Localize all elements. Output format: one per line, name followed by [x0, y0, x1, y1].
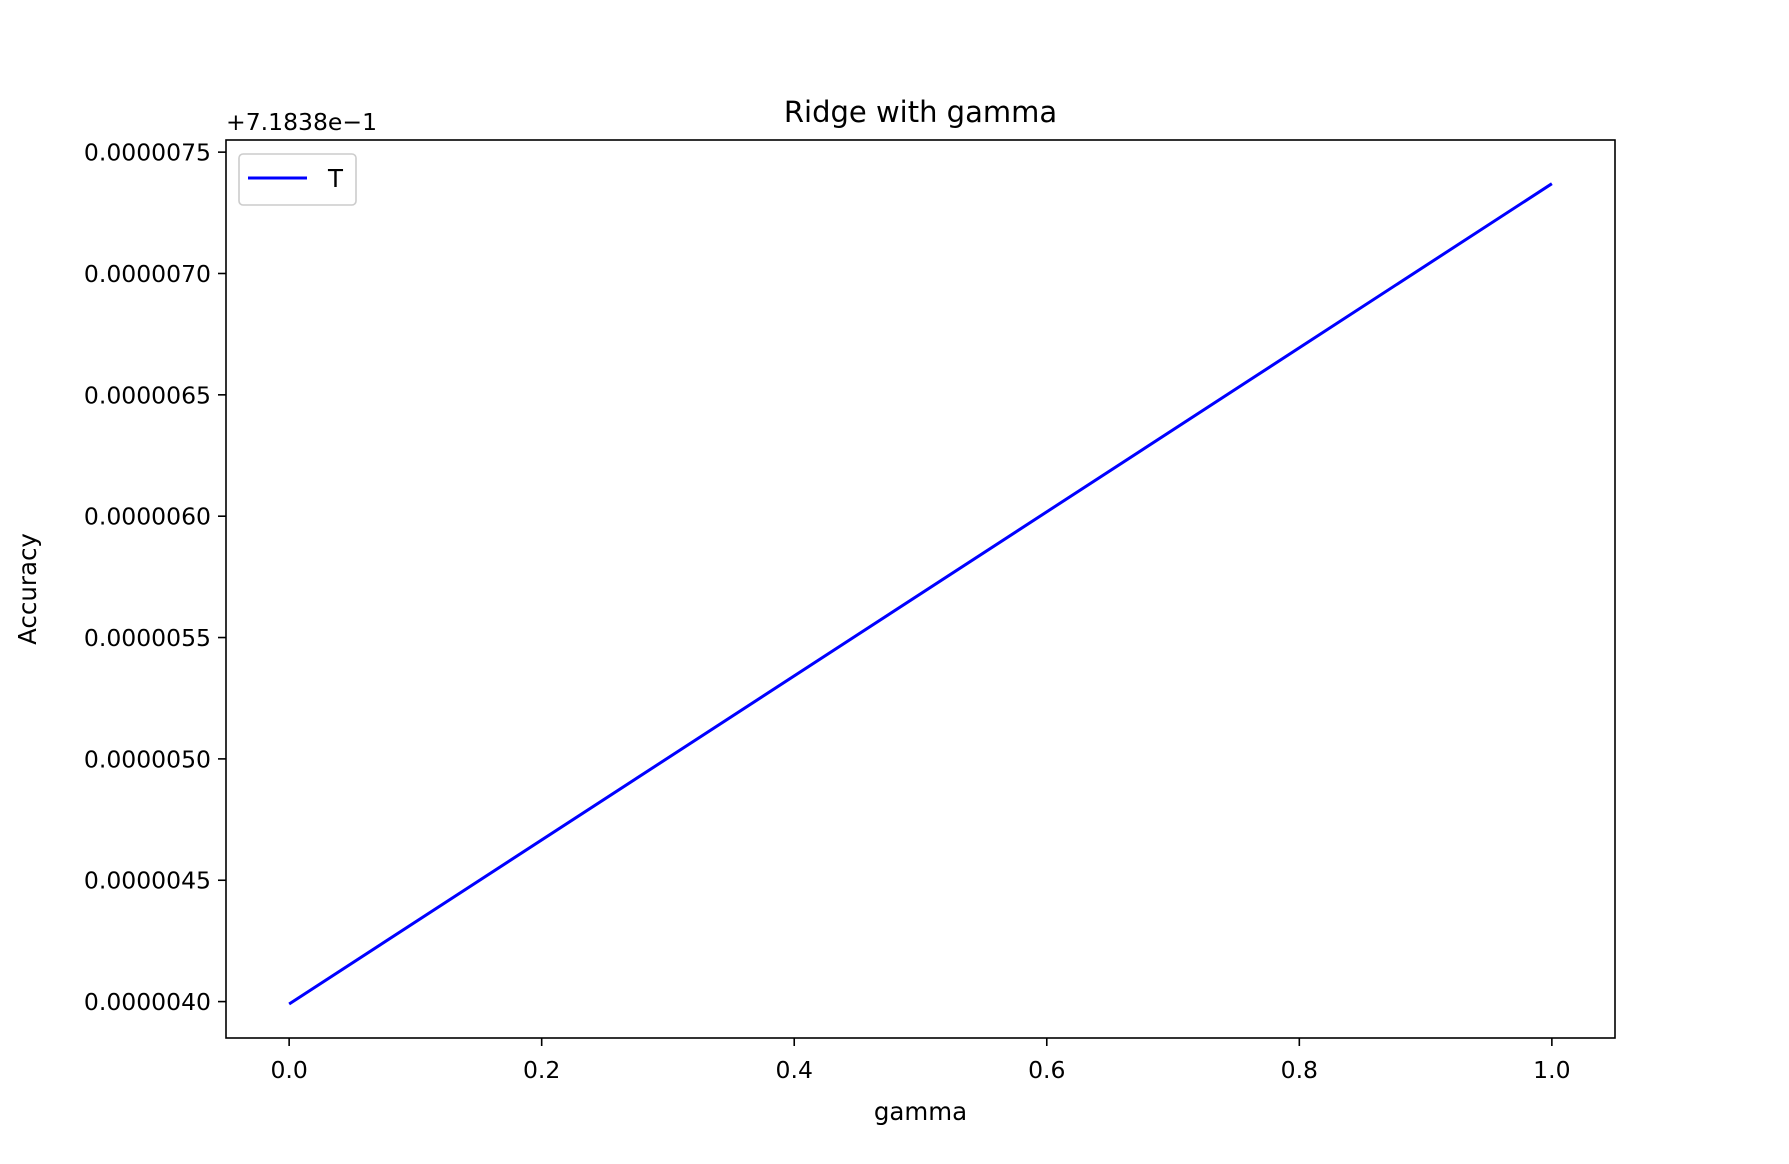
x-tick-label: 0.6	[1028, 1056, 1065, 1084]
x-tick-label: 0.4	[776, 1056, 813, 1084]
plot-border	[225, 139, 1616, 1039]
plot-area	[225, 139, 1616, 1039]
y-tick-label: 0.0000045	[84, 867, 211, 895]
y-axis-ticks: 0.0000040 0.0000045 0.0000050 0.0000055 0.00…	[84, 139, 226, 1016]
series-line-T	[288, 182, 1553, 1006]
x-axis-label: gamma	[874, 1097, 967, 1126]
y-tick-label: 0.0000065	[84, 381, 211, 409]
chart-title: Ridge with gamma	[784, 95, 1057, 129]
legend: T	[238, 153, 357, 206]
x-tick-label: 1.0	[1533, 1056, 1570, 1084]
y-axis-offset-label: +7.1838e−1	[226, 108, 377, 136]
legend-entry-label: T	[327, 164, 344, 193]
x-tick-label: 0.2	[523, 1056, 560, 1084]
y-tick-label: 0.0000075	[84, 139, 211, 167]
x-tick-label: 0.0	[270, 1056, 307, 1084]
y-tick-label: 0.0000060	[84, 503, 211, 531]
x-axis-ticks: 0.0 0.2 0.4 0.6 0.8 1.0	[270, 1038, 1571, 1084]
y-tick-label: 0.0000070	[84, 260, 211, 288]
y-tick-label: 0.0000040	[84, 988, 211, 1016]
y-axis-label: Accuracy	[13, 533, 42, 645]
series-layer	[288, 182, 1553, 1006]
y-tick-label: 0.0000055	[84, 624, 211, 652]
x-tick-label: 0.8	[1281, 1056, 1318, 1084]
y-tick-label: 0.0000050	[84, 745, 211, 773]
